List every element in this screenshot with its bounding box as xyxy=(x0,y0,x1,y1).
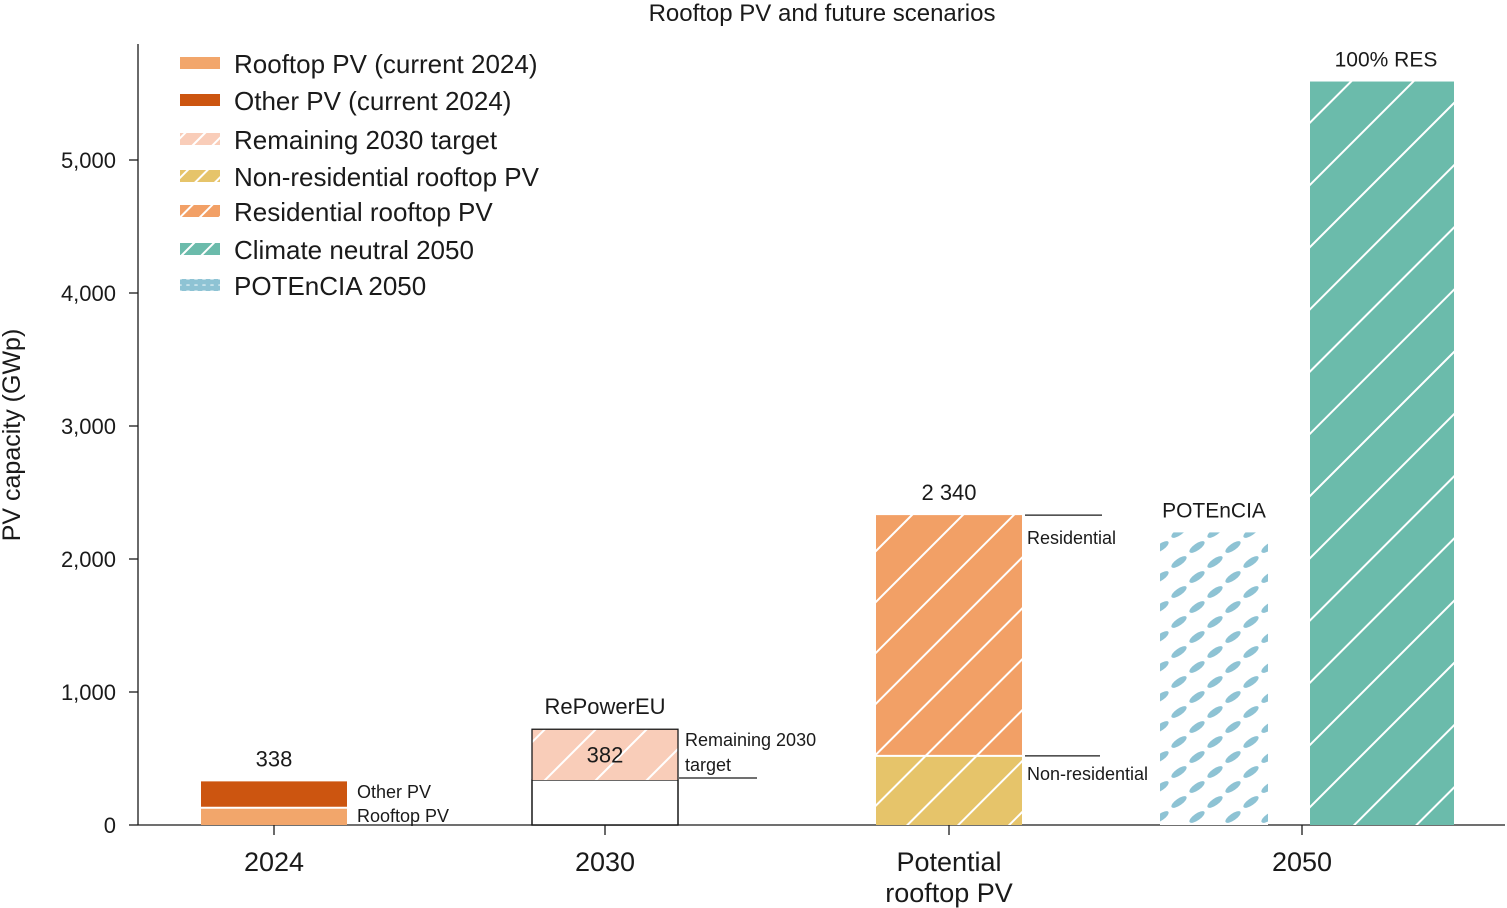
legend-item: Non-residential rooftop PV xyxy=(180,162,540,192)
annotation-non-residential: Non-residential xyxy=(1027,764,1148,784)
legend-item: Climate neutral 2050 xyxy=(180,235,474,265)
annotation-target: target xyxy=(685,755,731,775)
bar-segment xyxy=(201,807,347,825)
x-tick-label: 2030 xyxy=(575,847,635,877)
legend-label: Remaining 2030 target xyxy=(234,125,498,155)
y-tick-label: 5,000 xyxy=(61,148,116,173)
y-tick-label: 4,000 xyxy=(61,281,116,306)
bar-top-label: POTEnCIA xyxy=(1162,499,1266,522)
y-tick-label: 3,000 xyxy=(61,414,116,439)
bar-climate-neutral-2050: 100% RES xyxy=(1310,49,1454,825)
legend-swatch xyxy=(180,279,220,291)
legend-swatch xyxy=(180,133,220,145)
bar-top-label: 100% RES xyxy=(1335,49,1438,72)
legend-label: Rooftop PV (current 2024) xyxy=(234,49,538,79)
bar-segment xyxy=(532,729,678,781)
legend-label: POTEnCIA 2050 xyxy=(234,271,426,301)
bar-outline xyxy=(531,728,679,826)
bar-segment xyxy=(531,779,679,826)
bar-segment xyxy=(201,781,347,808)
legend-item: POTEnCIA 2050 xyxy=(180,271,426,301)
bar-top-label: 2 340 xyxy=(921,480,976,505)
legend-item: Rooftop PV (current 2024) xyxy=(180,49,538,79)
x-tick-label: Potential xyxy=(896,847,1001,877)
bars: 338 382 RePowerEU 2 340 POTEnCIA 100% RES xyxy=(201,49,1454,826)
bar-segment xyxy=(1310,81,1454,825)
legend-label: Non-residential rooftop PV xyxy=(234,162,540,192)
bar-segment xyxy=(876,755,1022,825)
bar-potencia-2050: POTEnCIA xyxy=(1160,499,1268,825)
annotations: Other PV Rooftop PV Remaining 2030 target Re… xyxy=(357,514,1148,826)
legend-label: Other PV (current 2024) xyxy=(234,86,511,116)
legend-swatch xyxy=(180,94,220,106)
y-tick-label: 2,000 xyxy=(61,547,116,572)
axes: 0 1,000 2,000 3,000 4,000 5,000 PV capacity (G… xyxy=(0,44,1505,908)
legend-item: Remaining 2030 target xyxy=(180,125,498,155)
x-tick-label: 2050 xyxy=(1272,847,1332,877)
y-tick-label: 0 xyxy=(104,813,116,838)
y-tick-label: 1,000 xyxy=(61,680,116,705)
annotation-other-pv: Other PV xyxy=(357,782,431,802)
legend-swatch xyxy=(180,205,220,217)
legend-label: Climate neutral 2050 xyxy=(234,235,474,265)
annotation-residential: Residential xyxy=(1027,528,1116,548)
x-tick-label: 2024 xyxy=(244,847,304,877)
chart-title: Rooftop PV and future scenarios xyxy=(649,0,996,27)
bar-potential: 2 340 xyxy=(876,480,1022,825)
legend-item: Other PV (current 2024) xyxy=(180,86,511,116)
annotation-rooftop-pv: Rooftop PV xyxy=(357,806,449,826)
legend-item: Residential rooftop PV xyxy=(180,197,493,227)
bar-segment xyxy=(1160,532,1268,825)
bar-2024: 338 xyxy=(201,746,347,825)
bar-top-label: 338 xyxy=(256,746,293,771)
x-tick-label: rooftop PV xyxy=(885,878,1013,908)
annotation-remaining-2030: Remaining 2030 xyxy=(685,730,816,750)
legend-label: Residential rooftop PV xyxy=(234,197,493,227)
legend: Rooftop PV (current 2024) Other PV (curre… xyxy=(180,49,540,301)
bar-top-label: RePowerEU xyxy=(544,694,665,719)
bar-segment xyxy=(876,515,1022,756)
y-axis-title: PV capacity (GWp) xyxy=(0,329,26,542)
bar-inner-label: 382 xyxy=(587,743,624,768)
bar-2030: 382 RePowerEU xyxy=(531,694,679,826)
legend-swatch xyxy=(180,243,220,255)
legend-swatch xyxy=(180,170,220,182)
legend-swatch xyxy=(180,57,220,69)
